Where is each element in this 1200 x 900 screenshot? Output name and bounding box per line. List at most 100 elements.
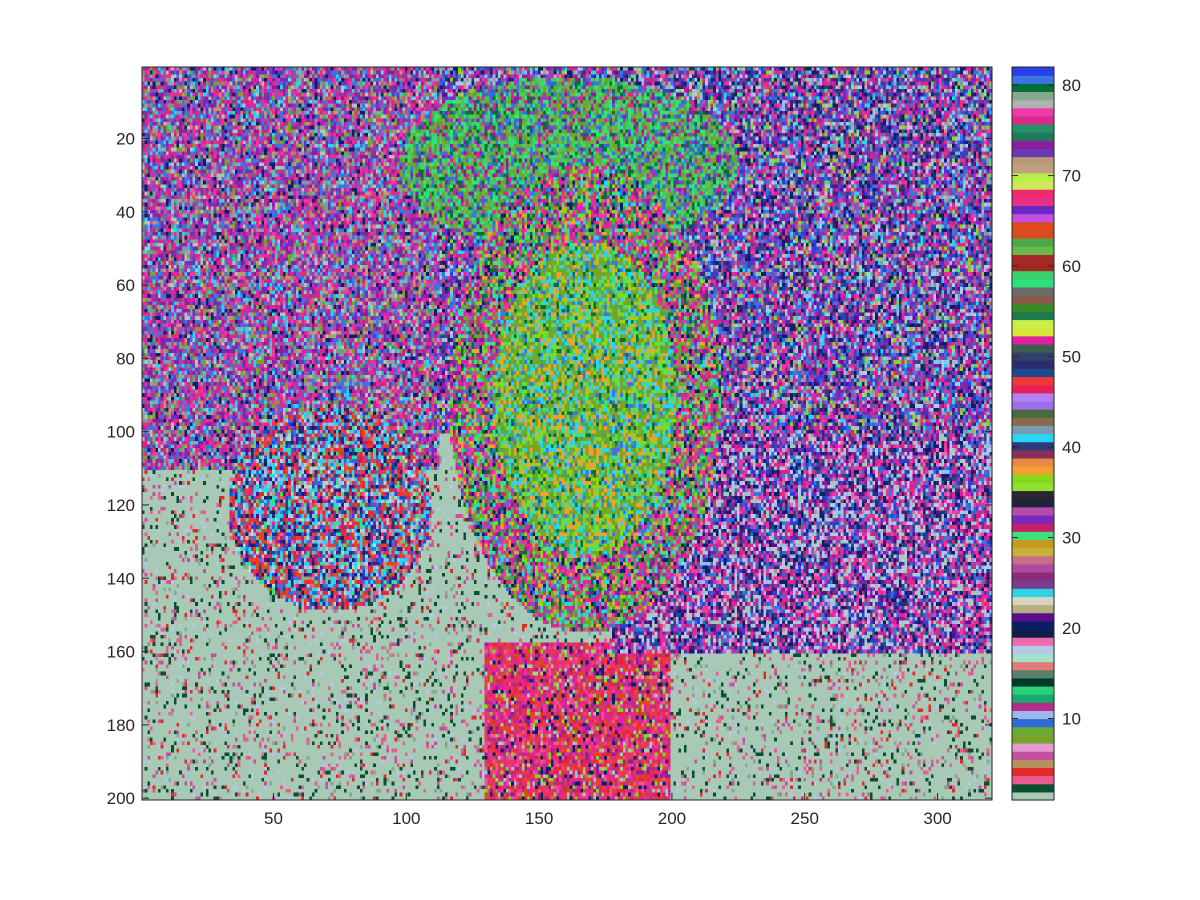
y-axis: 20 40 60 80 100 120 140 160 180 200: [107, 129, 992, 808]
colorbar-swatches: [1012, 67, 1054, 801]
colorbar-swatch: [1012, 368, 1054, 378]
colorbar-swatch: [1012, 514, 1054, 524]
colorbar-swatch: [1012, 783, 1054, 793]
colorbar-swatch: [1012, 148, 1054, 158]
colorbar-swatch: [1012, 238, 1054, 247]
colorbar-swatch: [1012, 718, 1054, 728]
colorbar-swatch: [1012, 278, 1054, 288]
x-tick-label: 200: [658, 809, 686, 828]
colorbar-swatch: [1012, 67, 1054, 76]
colorbar-swatch: [1012, 409, 1054, 418]
indexed-image: [142, 67, 992, 800]
colorbar-swatch: [1012, 466, 1054, 475]
colorbar-swatch: [1012, 115, 1054, 125]
colorbar-swatch: [1012, 107, 1054, 117]
colorbar-swatch: [1012, 189, 1054, 198]
colorbar-swatch: [1012, 417, 1054, 426]
colorbar-swatch: [1012, 172, 1054, 182]
y-tick-label: 100: [107, 423, 135, 442]
colorbar-swatch: [1012, 254, 1054, 264]
y-tick-label: 60: [116, 276, 135, 295]
colorbar-swatch: [1012, 433, 1054, 443]
x-tick-label: 300: [923, 809, 951, 828]
colorbar-swatch: [1012, 449, 1054, 459]
colorbar-swatch: [1012, 702, 1054, 712]
colorbar-swatch: [1012, 482, 1054, 492]
y-tick-label: 20: [116, 129, 135, 148]
colorbar-swatch: [1012, 759, 1054, 769]
colorbar-swatch: [1012, 327, 1054, 337]
colorbar-swatch: [1012, 710, 1054, 720]
colorbar-swatch: [1012, 197, 1054, 207]
colorbar-swatch: [1012, 506, 1054, 516]
colorbar-swatch: [1012, 360, 1054, 369]
colorbar-swatch: [1012, 352, 1054, 361]
colorbar-swatch: [1012, 457, 1054, 467]
colorbar-swatch: [1012, 335, 1054, 345]
colorbar-tick-label: 80: [1062, 76, 1081, 95]
colorbar-swatch: [1012, 384, 1054, 394]
y-tick-label: 40: [116, 203, 135, 222]
colorbar-swatch: [1012, 474, 1054, 483]
colorbar-ticks: 10 20 30 40 50 60 70 80: [1012, 76, 1081, 729]
colorbar-swatch: [1012, 677, 1054, 687]
colorbar-swatch: [1012, 612, 1054, 622]
colorbar-swatch: [1012, 694, 1054, 703]
colorbar-swatch: [1012, 555, 1054, 565]
colorbar-swatch: [1012, 628, 1054, 638]
colorbar-swatch: [1012, 791, 1054, 801]
x-tick-label: 100: [392, 809, 420, 828]
colorbar-swatch: [1012, 645, 1054, 654]
colorbar-swatch: [1012, 620, 1054, 630]
colorbar-swatch: [1012, 775, 1054, 785]
colorbar-swatch: [1012, 726, 1054, 736]
x-axis: 50 100 150 200 250 300: [264, 67, 952, 828]
colorbar-tick-label: 50: [1062, 348, 1081, 367]
colorbar-swatch: [1012, 392, 1054, 402]
colorbar-swatch: [1012, 563, 1054, 573]
colorbar-swatch: [1012, 205, 1054, 215]
colorbar-swatch: [1012, 99, 1054, 109]
colorbar-swatch: [1012, 286, 1054, 296]
y-tick-label: 140: [107, 569, 135, 588]
colorbar-swatch: [1012, 376, 1054, 386]
colorbar-swatch: [1012, 604, 1054, 614]
colorbar-swatch: [1012, 653, 1054, 663]
image-axes-frame: [141, 66, 993, 801]
image-axes: 50 100 150 200 250 300 20 40 60 80 100 120 140 160 18…: [107, 66, 993, 828]
colorbar-swatch: [1012, 156, 1054, 166]
colorbar-tick-label: 20: [1062, 619, 1081, 638]
colorbar-tick-label: 70: [1062, 167, 1081, 186]
y-tick-label: 160: [107, 643, 135, 662]
colorbar-frame: [1011, 66, 1055, 801]
colorbar-swatch: [1012, 539, 1054, 549]
colorbar-swatch: [1012, 164, 1054, 174]
colorbar-swatch: [1012, 531, 1054, 540]
colorbar-swatch: [1012, 229, 1054, 239]
y-tick-label: 120: [107, 496, 135, 515]
colorbar-swatch: [1012, 343, 1054, 353]
colorbar-swatch: [1012, 425, 1054, 435]
x-tick-label: 250: [791, 809, 819, 828]
colorbar-tick-label: 10: [1062, 710, 1081, 729]
colorbar-swatch: [1012, 181, 1054, 190]
colorbar-swatch: [1012, 742, 1054, 752]
colorbar-swatch: [1012, 319, 1054, 329]
colorbar-swatch: [1012, 140, 1054, 150]
colorbar-swatch: [1012, 75, 1054, 84]
colorbar-swatch: [1012, 262, 1054, 272]
colorbar-swatch: [1012, 596, 1054, 606]
colorbar-tick-label: 60: [1062, 257, 1081, 276]
colorbar-swatch: [1012, 523, 1054, 532]
colorbar-swatch: [1012, 588, 1054, 597]
colorbar-swatch: [1012, 767, 1054, 777]
colorbar-swatch: [1012, 637, 1054, 646]
colorbar-swatch: [1012, 303, 1054, 312]
colorbar-swatch: [1012, 571, 1054, 581]
colorbar-swatch: [1012, 580, 1054, 589]
colorbar-swatch: [1012, 311, 1054, 321]
colorbar-swatch: [1012, 547, 1054, 557]
colorbar-swatch: [1012, 246, 1054, 255]
colorbar-swatch: [1012, 400, 1054, 410]
